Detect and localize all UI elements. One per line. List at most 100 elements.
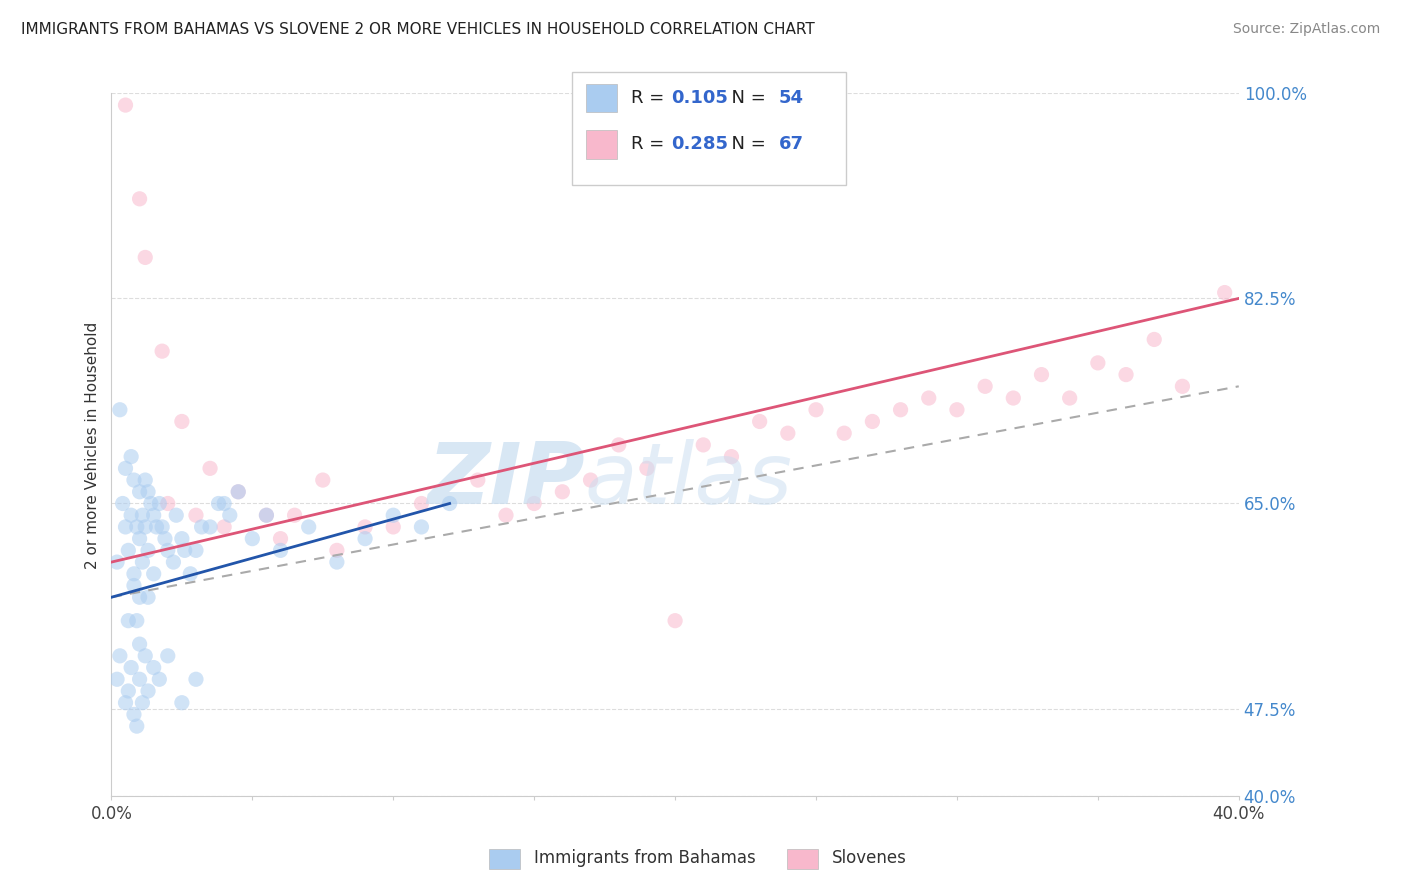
- Point: [165, 508, 187, 523]
- Point: [254, 508, 277, 523]
- Point: [128, 484, 150, 499]
- Point: [136, 591, 159, 605]
- Point: [411, 496, 433, 510]
- Point: [523, 496, 546, 510]
- Text: R =: R =: [631, 89, 671, 107]
- Point: [108, 648, 131, 663]
- Point: [139, 496, 162, 510]
- Point: [114, 461, 136, 475]
- Point: [125, 614, 148, 628]
- Point: [748, 414, 770, 428]
- Point: [579, 473, 602, 487]
- Point: [1031, 368, 1053, 382]
- Point: [226, 484, 249, 499]
- Y-axis label: 2 or more Vehicles in Household: 2 or more Vehicles in Household: [86, 321, 100, 568]
- Point: [105, 555, 128, 569]
- Point: [804, 402, 827, 417]
- Text: R =: R =: [631, 136, 671, 153]
- Point: [122, 473, 145, 487]
- Text: 0.105: 0.105: [671, 89, 727, 107]
- Point: [122, 566, 145, 581]
- Point: [105, 673, 128, 687]
- Point: [131, 508, 153, 523]
- Point: [218, 508, 240, 523]
- Point: [776, 426, 799, 441]
- Point: [326, 555, 349, 569]
- Point: [170, 696, 193, 710]
- Point: [134, 251, 156, 265]
- Point: [270, 532, 292, 546]
- Point: [156, 496, 179, 510]
- Point: [312, 473, 335, 487]
- Point: [860, 414, 883, 428]
- Point: [136, 543, 159, 558]
- Point: [1059, 391, 1081, 405]
- Point: [184, 543, 207, 558]
- Point: [692, 438, 714, 452]
- Point: [664, 614, 686, 628]
- Point: [142, 508, 165, 523]
- Point: [551, 484, 574, 499]
- Point: [170, 532, 193, 546]
- Point: [122, 578, 145, 592]
- Point: [134, 648, 156, 663]
- Point: [1213, 285, 1236, 300]
- Point: [142, 660, 165, 674]
- Point: [117, 543, 139, 558]
- Point: [190, 520, 212, 534]
- Point: [136, 684, 159, 698]
- Point: [974, 379, 997, 393]
- Point: [122, 707, 145, 722]
- Point: [114, 696, 136, 710]
- Text: 67: 67: [779, 136, 804, 153]
- Point: [117, 684, 139, 698]
- Point: [354, 532, 377, 546]
- Point: [832, 426, 855, 441]
- Point: [128, 192, 150, 206]
- Text: IMMIGRANTS FROM BAHAMAS VS SLOVENE 2 OR MORE VEHICLES IN HOUSEHOLD CORRELATION C: IMMIGRANTS FROM BAHAMAS VS SLOVENE 2 OR …: [21, 22, 815, 37]
- Point: [131, 555, 153, 569]
- Point: [156, 543, 179, 558]
- Point: [1143, 333, 1166, 347]
- Point: [120, 508, 142, 523]
- Point: [254, 508, 277, 523]
- Text: 54: 54: [779, 89, 804, 107]
- Point: [284, 508, 307, 523]
- Point: [145, 520, 167, 534]
- Point: [198, 520, 221, 534]
- Point: [125, 719, 148, 733]
- Point: [890, 402, 912, 417]
- Point: [156, 648, 179, 663]
- Point: [150, 344, 173, 359]
- Point: [354, 520, 377, 534]
- Point: [150, 520, 173, 534]
- Text: ZIP: ZIP: [427, 439, 585, 522]
- Point: [1087, 356, 1109, 370]
- Point: [226, 484, 249, 499]
- Point: [918, 391, 941, 405]
- Point: [128, 532, 150, 546]
- Point: [207, 496, 229, 510]
- Point: [382, 520, 405, 534]
- Point: [946, 402, 969, 417]
- Point: [148, 673, 170, 687]
- Point: [184, 508, 207, 523]
- Text: 0.285: 0.285: [671, 136, 728, 153]
- Point: [134, 520, 156, 534]
- Point: [720, 450, 742, 464]
- Point: [108, 402, 131, 417]
- Text: atlas: atlas: [585, 439, 793, 522]
- Point: [636, 461, 658, 475]
- Point: [148, 496, 170, 510]
- Point: [240, 532, 263, 546]
- Point: [111, 496, 134, 510]
- Point: [212, 520, 235, 534]
- Point: [411, 520, 433, 534]
- Point: [128, 637, 150, 651]
- Point: [136, 484, 159, 499]
- Point: [184, 673, 207, 687]
- Text: Immigrants from Bahamas: Immigrants from Bahamas: [534, 849, 756, 867]
- Text: Source: ZipAtlas.com: Source: ZipAtlas.com: [1233, 22, 1381, 37]
- Point: [173, 543, 195, 558]
- Point: [128, 673, 150, 687]
